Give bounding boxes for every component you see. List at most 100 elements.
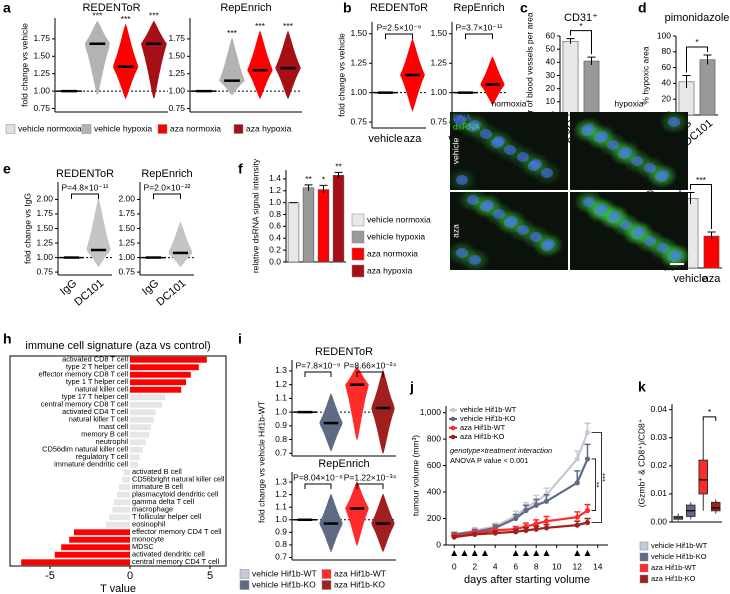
category-label: plasmacytoid dendritic cell <box>132 490 219 499</box>
significance-label: * <box>322 175 326 185</box>
channel-label: dsRNA <box>453 121 480 131</box>
error-bar <box>566 38 575 44</box>
channel-label: DNA <box>453 112 471 122</box>
bar <box>130 409 156 416</box>
bar <box>130 416 154 423</box>
bar <box>21 559 131 566</box>
significance-label: *** <box>696 175 707 185</box>
y-tick-label: 1.50 <box>430 28 447 38</box>
bracket <box>591 458 596 511</box>
significance-label: *** <box>121 14 132 24</box>
bracket <box>591 432 602 523</box>
p-value: P=8.04×10⁻⁸ <box>293 472 343 482</box>
y-tick-label: 0.7 <box>275 552 287 562</box>
x-tick-label: aza <box>404 133 423 145</box>
bar <box>118 484 130 491</box>
category-label: natural killer T cell <box>69 415 129 424</box>
y-axis-label: fold change vs IgG <box>22 193 32 264</box>
p-value: P=3.7×10⁻¹¹ <box>455 22 502 32</box>
category-label: activated CD8 T cell <box>62 355 128 364</box>
y-tick-label: 0.8 <box>275 539 287 549</box>
y-tick-label: 0 <box>436 539 441 549</box>
bar <box>130 386 182 393</box>
x-tick-label: 6 <box>513 561 518 571</box>
significance-label: *** <box>92 11 103 21</box>
bar <box>54 551 130 558</box>
y-tick-label: 2.00 <box>36 194 53 204</box>
bar <box>317 189 330 263</box>
data-point <box>533 502 539 508</box>
data-point <box>574 522 580 528</box>
legend-label: vehicle Hif1b-KO <box>460 414 516 423</box>
y-tick-label: 2.00 <box>118 194 135 204</box>
bar <box>703 235 720 269</box>
cell-nucleus <box>493 136 505 146</box>
y-tick-label: 1.75 <box>36 208 53 218</box>
y-tick-label: 0.8 <box>269 209 281 219</box>
bar <box>74 529 130 536</box>
legend-swatch <box>81 124 92 134</box>
cell-nucleus <box>469 255 481 265</box>
bar <box>106 521 130 528</box>
bracket <box>570 30 592 55</box>
bar <box>123 469 130 476</box>
chart-title: REDENToR <box>370 2 428 14</box>
y-tick-label: 0.9 <box>275 420 287 430</box>
error-bar <box>304 184 313 191</box>
y-tick-label: 1.00 <box>430 87 447 97</box>
legend-swatch <box>639 574 649 584</box>
cell-nucleus <box>609 211 621 221</box>
error-bar <box>334 171 343 179</box>
bar <box>130 431 150 438</box>
legend-swatch <box>321 580 332 590</box>
bar <box>61 544 131 551</box>
x-tick-label: vehicle <box>673 273 707 285</box>
legend-label: aza Hif1b-KO <box>334 579 385 589</box>
y-tick-label: 1.3 <box>275 365 287 375</box>
x-tick-label: 14 <box>593 561 603 571</box>
legend-swatch <box>450 407 456 413</box>
bar <box>130 454 140 461</box>
bar <box>332 175 345 263</box>
y-tick-label: 0.02 <box>650 460 667 470</box>
significance-label: * <box>695 37 699 47</box>
y-tick-label: 1.4 <box>269 173 281 183</box>
column-label: hypoxia <box>614 98 644 108</box>
y-tick-label: 0.75 <box>118 266 135 276</box>
panel-label: k <box>638 379 646 395</box>
y-tick-label: 1.0 <box>275 406 287 416</box>
significance-label: *** <box>227 28 238 38</box>
data-point <box>584 456 591 462</box>
y-tick-label: 60 <box>662 62 672 72</box>
y-tick-label: 0.6 <box>269 221 281 231</box>
y-tick-label: 40 <box>546 57 556 67</box>
panel-label: d <box>638 0 647 16</box>
bracket <box>71 193 99 199</box>
category-label: monocyte <box>132 535 164 544</box>
bracket <box>385 33 413 39</box>
violin <box>480 56 505 106</box>
chart-title: RepEnrich <box>318 458 369 470</box>
category-label: macrophage <box>132 505 173 514</box>
cell-nucleus <box>456 175 468 185</box>
cell-nucleus <box>530 159 542 169</box>
y-axis-label: relative dsRNA signal intensity <box>250 158 260 273</box>
x-tick-label: 4 <box>493 561 498 571</box>
legend-swatch <box>639 541 649 551</box>
bar <box>117 491 130 498</box>
bar <box>583 60 600 116</box>
cell-nucleus <box>469 120 481 130</box>
bar <box>130 401 162 408</box>
data-point <box>523 527 529 534</box>
row-label: aza <box>450 224 460 238</box>
legend-swatch <box>351 247 365 261</box>
y-tick-label: 40 <box>662 78 672 88</box>
dosing-arrow <box>543 550 550 556</box>
y-axis-label: fold change vs vehicle <box>336 33 346 117</box>
chart-title: RepEnrich <box>141 168 192 180</box>
legend-label: aza normoxia <box>170 123 221 133</box>
bracket <box>690 184 712 229</box>
y-tick-label: 20 <box>662 93 672 103</box>
bracket <box>686 46 708 73</box>
y-tick-label: 1.3 <box>275 476 287 486</box>
